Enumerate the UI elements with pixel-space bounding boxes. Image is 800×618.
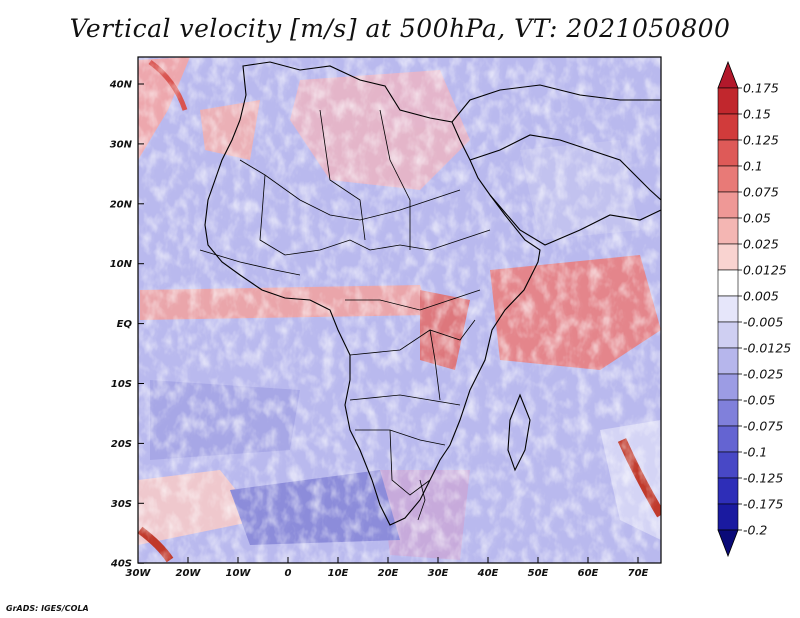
colorbar-label: 0.025 (743, 237, 779, 252)
colorbar-segment (717, 503, 739, 531)
colorbar-segment (717, 243, 739, 271)
lon-label: 50E (528, 568, 549, 579)
lat-label: 20N (110, 199, 133, 210)
colorbar-label: 0.175 (743, 81, 779, 96)
colorbar-segment (717, 217, 739, 245)
madagascar (507, 393, 531, 472)
colorbar-label: 0.125 (743, 133, 779, 148)
colorbar: 0.175 0.15 0.125 0.1 0.075 0.05 0.025 0.0125 0.0… (717, 60, 791, 558)
colorbar-segment (717, 295, 739, 323)
credit-label: GrADS: IGES/COLA (6, 604, 89, 613)
lon-label: 60E (578, 568, 599, 579)
colorbar-segment (717, 399, 739, 427)
lat-label: 10N (110, 259, 133, 270)
colorbar-segment (717, 139, 739, 167)
colorbar-segment (717, 165, 739, 193)
lon-label: 0 (285, 568, 292, 579)
colorbar-label: -0.0125 (743, 341, 791, 356)
coastlines (199, 61, 661, 526)
lon-label: 10W (226, 568, 252, 579)
colorbar-label: -0.075 (743, 419, 783, 434)
lon-label: 30W (126, 568, 152, 579)
lat-label: 10S (111, 379, 132, 390)
colorbar-segment (717, 87, 739, 115)
colorbar-label: -0.025 (743, 367, 783, 382)
velocity-field (138, 57, 661, 563)
colorbar-label: 0.075 (743, 185, 779, 200)
arabia-south (489, 194, 661, 246)
colorbar-segment (717, 477, 739, 505)
colorbar-bottom-triangle (717, 529, 739, 558)
plot-frame (137, 56, 662, 564)
colorbar-segment (717, 451, 739, 479)
lon-label: 30E (428, 568, 449, 579)
colorbar-label: 0.005 (743, 289, 779, 304)
colorbar-label: 0.15 (743, 107, 771, 122)
colorbar-segment (717, 321, 739, 349)
lat-label: 30S (111, 499, 132, 510)
africa-coast (204, 61, 541, 526)
colorbar-label: -0.005 (743, 315, 783, 330)
field-texture-2 (141, 59, 661, 563)
lat-label: 40N (109, 80, 133, 91)
colorbar-top-triangle (717, 60, 739, 89)
latitude-axis: 40N 30N 20N 10N EQ 10S 20S 30S 40S (109, 80, 144, 570)
colorbar-label: 0.0125 (743, 263, 787, 278)
lat-label: EQ (117, 319, 133, 330)
colorbar-label: -0.1 (743, 445, 767, 460)
colorbar-segment (717, 373, 739, 401)
colorbar-label: -0.05 (743, 393, 775, 408)
lon-label: 70E (628, 568, 649, 579)
colorbar-label: -0.2 (743, 523, 767, 538)
lon-label: 20W (176, 568, 202, 579)
lon-label: 20E (378, 568, 399, 579)
colorbar-label: 0.1 (743, 159, 763, 174)
arabia-north (469, 134, 661, 201)
lat-label: 30N (110, 139, 133, 150)
lon-label: 10E (328, 568, 349, 579)
middle-east (451, 84, 661, 123)
colorbar-segment (717, 347, 739, 375)
colorbar-segment (717, 425, 739, 453)
colorbar-segment (717, 191, 739, 219)
lat-label: 20S (111, 439, 132, 450)
chart-title: Vertical velocity [m/s] at 500hPa, VT: 2… (69, 14, 731, 43)
colorbar-label: -0.125 (743, 471, 783, 486)
colorbar-segment (717, 269, 739, 297)
colorbar-label: -0.175 (743, 497, 783, 512)
lon-label: 40E (477, 568, 499, 579)
colorbar-segment (717, 113, 739, 141)
colorbar-label: 0.05 (743, 211, 771, 226)
longitude-axis: 30W 20W 10W 0 10E 20E 30E 40E 50E 60E 70E (126, 557, 649, 579)
lat-label: 40S (110, 559, 132, 570)
